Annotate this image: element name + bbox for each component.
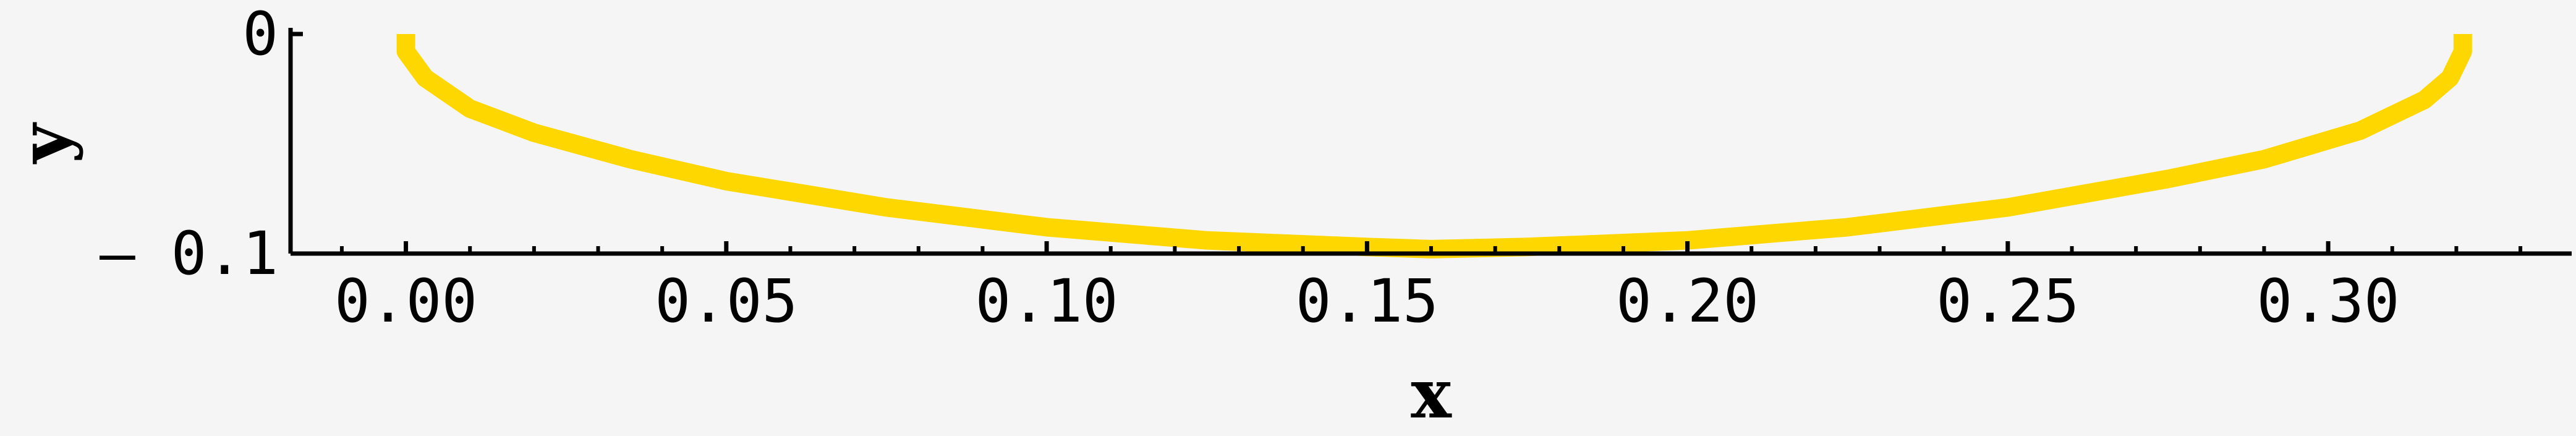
x-tick-label-4: 0.20 xyxy=(1616,267,1759,336)
x-tick-label-2: 0.10 xyxy=(975,267,1118,336)
y-tick-label-1: – 0.1 xyxy=(100,219,278,288)
x-tick-label-1: 0.05 xyxy=(655,267,797,336)
x-ticks: 0.00 0.05 0.10 0.15 0.20 0.25 0.30 xyxy=(334,241,2523,336)
y-ticks: 0 – 0.1 xyxy=(100,0,303,288)
x-tick-label-0: 0.00 xyxy=(334,267,477,336)
x-axis-title: x xyxy=(1411,354,1452,434)
x-tick-label-6: 0.30 xyxy=(2257,267,2400,336)
y-axis-title: y xyxy=(4,122,84,165)
x-tick-label-3: 0.15 xyxy=(1296,267,1439,336)
y-tick-label-0: 0 xyxy=(242,0,278,69)
x-tick-label-5: 0.25 xyxy=(1936,267,2079,336)
